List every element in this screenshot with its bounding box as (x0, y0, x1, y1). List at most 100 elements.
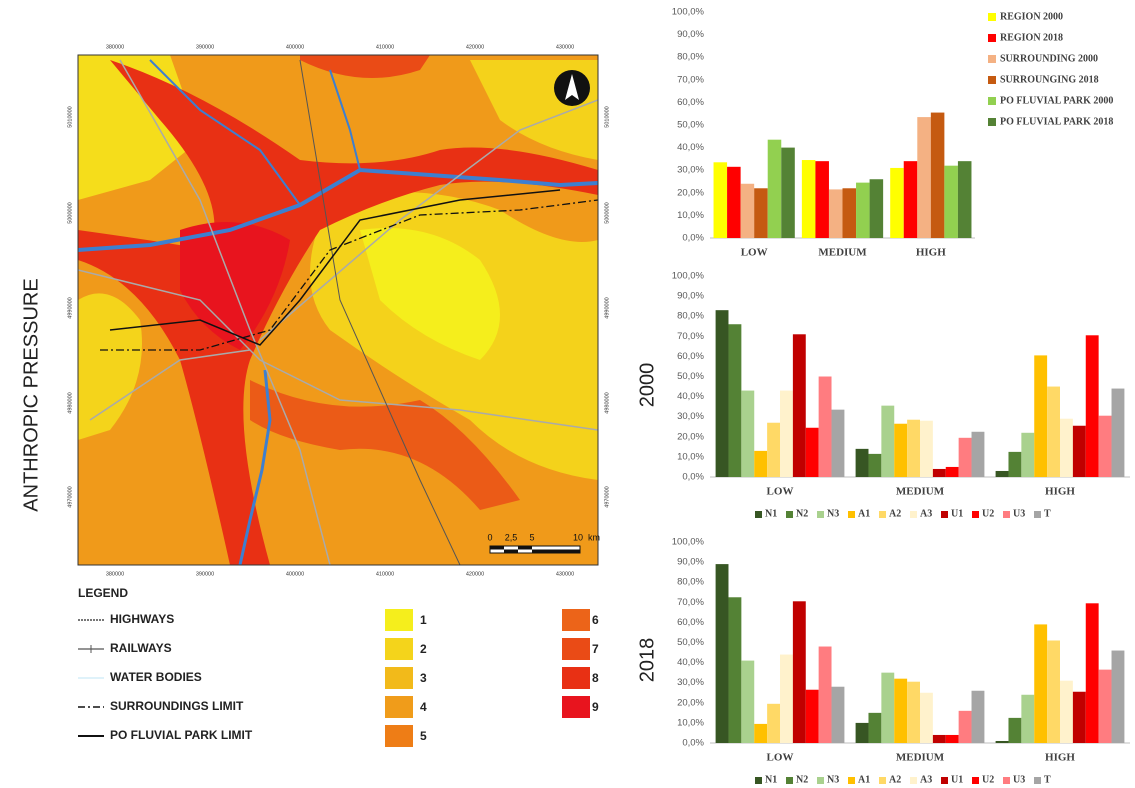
bar (869, 179, 884, 238)
bar (805, 689, 819, 743)
x-tick-label: LOW (741, 247, 768, 259)
map-y-coord: 5010000 (67, 106, 73, 127)
map-x-coord: 400000 (286, 571, 304, 577)
legend-label: N2 (796, 508, 808, 519)
bar (831, 409, 845, 477)
map-x-coord: 390000 (196, 44, 214, 50)
class-swatch (385, 667, 413, 689)
bar (727, 166, 741, 238)
legend-swatch (972, 511, 979, 518)
x-tick-label: MEDIUM (896, 486, 945, 498)
bar (780, 390, 793, 477)
bar (894, 423, 908, 477)
bar (881, 672, 895, 743)
bar (1060, 680, 1073, 743)
x-tick-label: HIGH (1045, 752, 1075, 764)
legend-swatch (988, 76, 996, 84)
legend-label: A1 (858, 508, 870, 519)
class-label: 5 (420, 729, 427, 743)
bar (932, 468, 946, 477)
y-tick-label: 30,0% (677, 677, 704, 688)
map-legend-symbols (78, 619, 104, 737)
x-tick-label: HIGH (916, 247, 946, 259)
y-tick-label: 0,0% (682, 472, 704, 483)
legend-swatch (879, 511, 886, 518)
legend-label: PO FLUVIAL PARK 2000 (1000, 95, 1113, 106)
y-tick-label: 30,0% (677, 165, 704, 176)
map (78, 55, 598, 565)
legend-label: U3 (1013, 774, 1025, 785)
map-x-coord: 420000 (466, 571, 484, 577)
bar (828, 189, 843, 238)
class-label: 8 (592, 671, 599, 685)
map-y-coord: 4970000 (67, 486, 73, 507)
x-tick-label: LOW (767, 486, 794, 498)
legend-label: REGION 2000 (1000, 11, 1063, 22)
legend-label: SURROUNDING 2000 (1000, 53, 1098, 64)
map-legend-item: SURROUNDINGS LIMIT (110, 699, 244, 713)
legend-label: A2 (889, 508, 901, 519)
y-tick-label: 30,0% (677, 411, 704, 422)
class-label: 3 (420, 671, 427, 685)
bar (1111, 388, 1125, 477)
bar (767, 422, 780, 477)
class-label: 4 (420, 700, 427, 714)
map-x-coord: 380000 (106, 571, 124, 577)
y-tick-label: 70,0% (677, 597, 704, 608)
y-tick-label: 70,0% (677, 74, 704, 85)
bar (1072, 691, 1086, 743)
map-legend-item: RAILWAYS (110, 641, 172, 655)
scale-label: km (588, 532, 600, 542)
bar (1021, 432, 1035, 477)
legend-swatch (910, 511, 917, 518)
bar (1072, 425, 1086, 477)
bar (1098, 669, 1112, 743)
class-label: 7 (592, 642, 599, 656)
bar (1047, 386, 1060, 477)
bar (944, 165, 958, 238)
x-tick-label: MEDIUM (896, 752, 945, 764)
bar (1034, 355, 1048, 477)
scale-label: 2,5 (505, 532, 518, 542)
map-legend-item: PO FLUVIAL PARK LIMIT (110, 728, 253, 742)
bar (818, 646, 832, 743)
map-y-coord: 5000000 (604, 202, 610, 223)
legend-label: A3 (920, 774, 932, 785)
bar (792, 601, 806, 743)
legend-swatch (817, 511, 824, 518)
y-tick-label: 80,0% (677, 52, 704, 63)
scale-label: 5 (529, 532, 534, 542)
legend-label: N3 (827, 774, 839, 785)
bar (890, 167, 904, 238)
y-tick-label: 50,0% (677, 120, 704, 131)
legend-swatch (988, 34, 996, 42)
legend-swatch (755, 777, 762, 784)
bar (754, 723, 768, 743)
legend-swatch (1003, 777, 1010, 784)
side-label: 2018 (636, 638, 658, 683)
legend-label: A2 (889, 774, 901, 785)
bar (754, 188, 768, 238)
map-frame (77, 54, 599, 566)
legend-swatch (879, 777, 886, 784)
legend-swatch (988, 13, 996, 21)
bar (971, 690, 985, 743)
legend-label: A3 (920, 508, 932, 519)
bar (958, 437, 972, 477)
side-label: 2000 (636, 363, 658, 408)
bar (856, 182, 870, 238)
bar (855, 722, 869, 743)
map-y-coord: 4980000 (67, 392, 73, 413)
legend-label: A1 (858, 774, 870, 785)
class-swatch (385, 609, 413, 631)
bar (1021, 694, 1035, 743)
scale-label: 10 (573, 532, 583, 542)
legend-label: T (1044, 774, 1051, 785)
legend-swatch (988, 97, 996, 105)
bar (1111, 650, 1125, 743)
bar (903, 161, 918, 238)
bar (728, 597, 742, 743)
map-y-coord: 4970000 (604, 486, 610, 507)
map-x-coord: 420000 (466, 44, 484, 50)
